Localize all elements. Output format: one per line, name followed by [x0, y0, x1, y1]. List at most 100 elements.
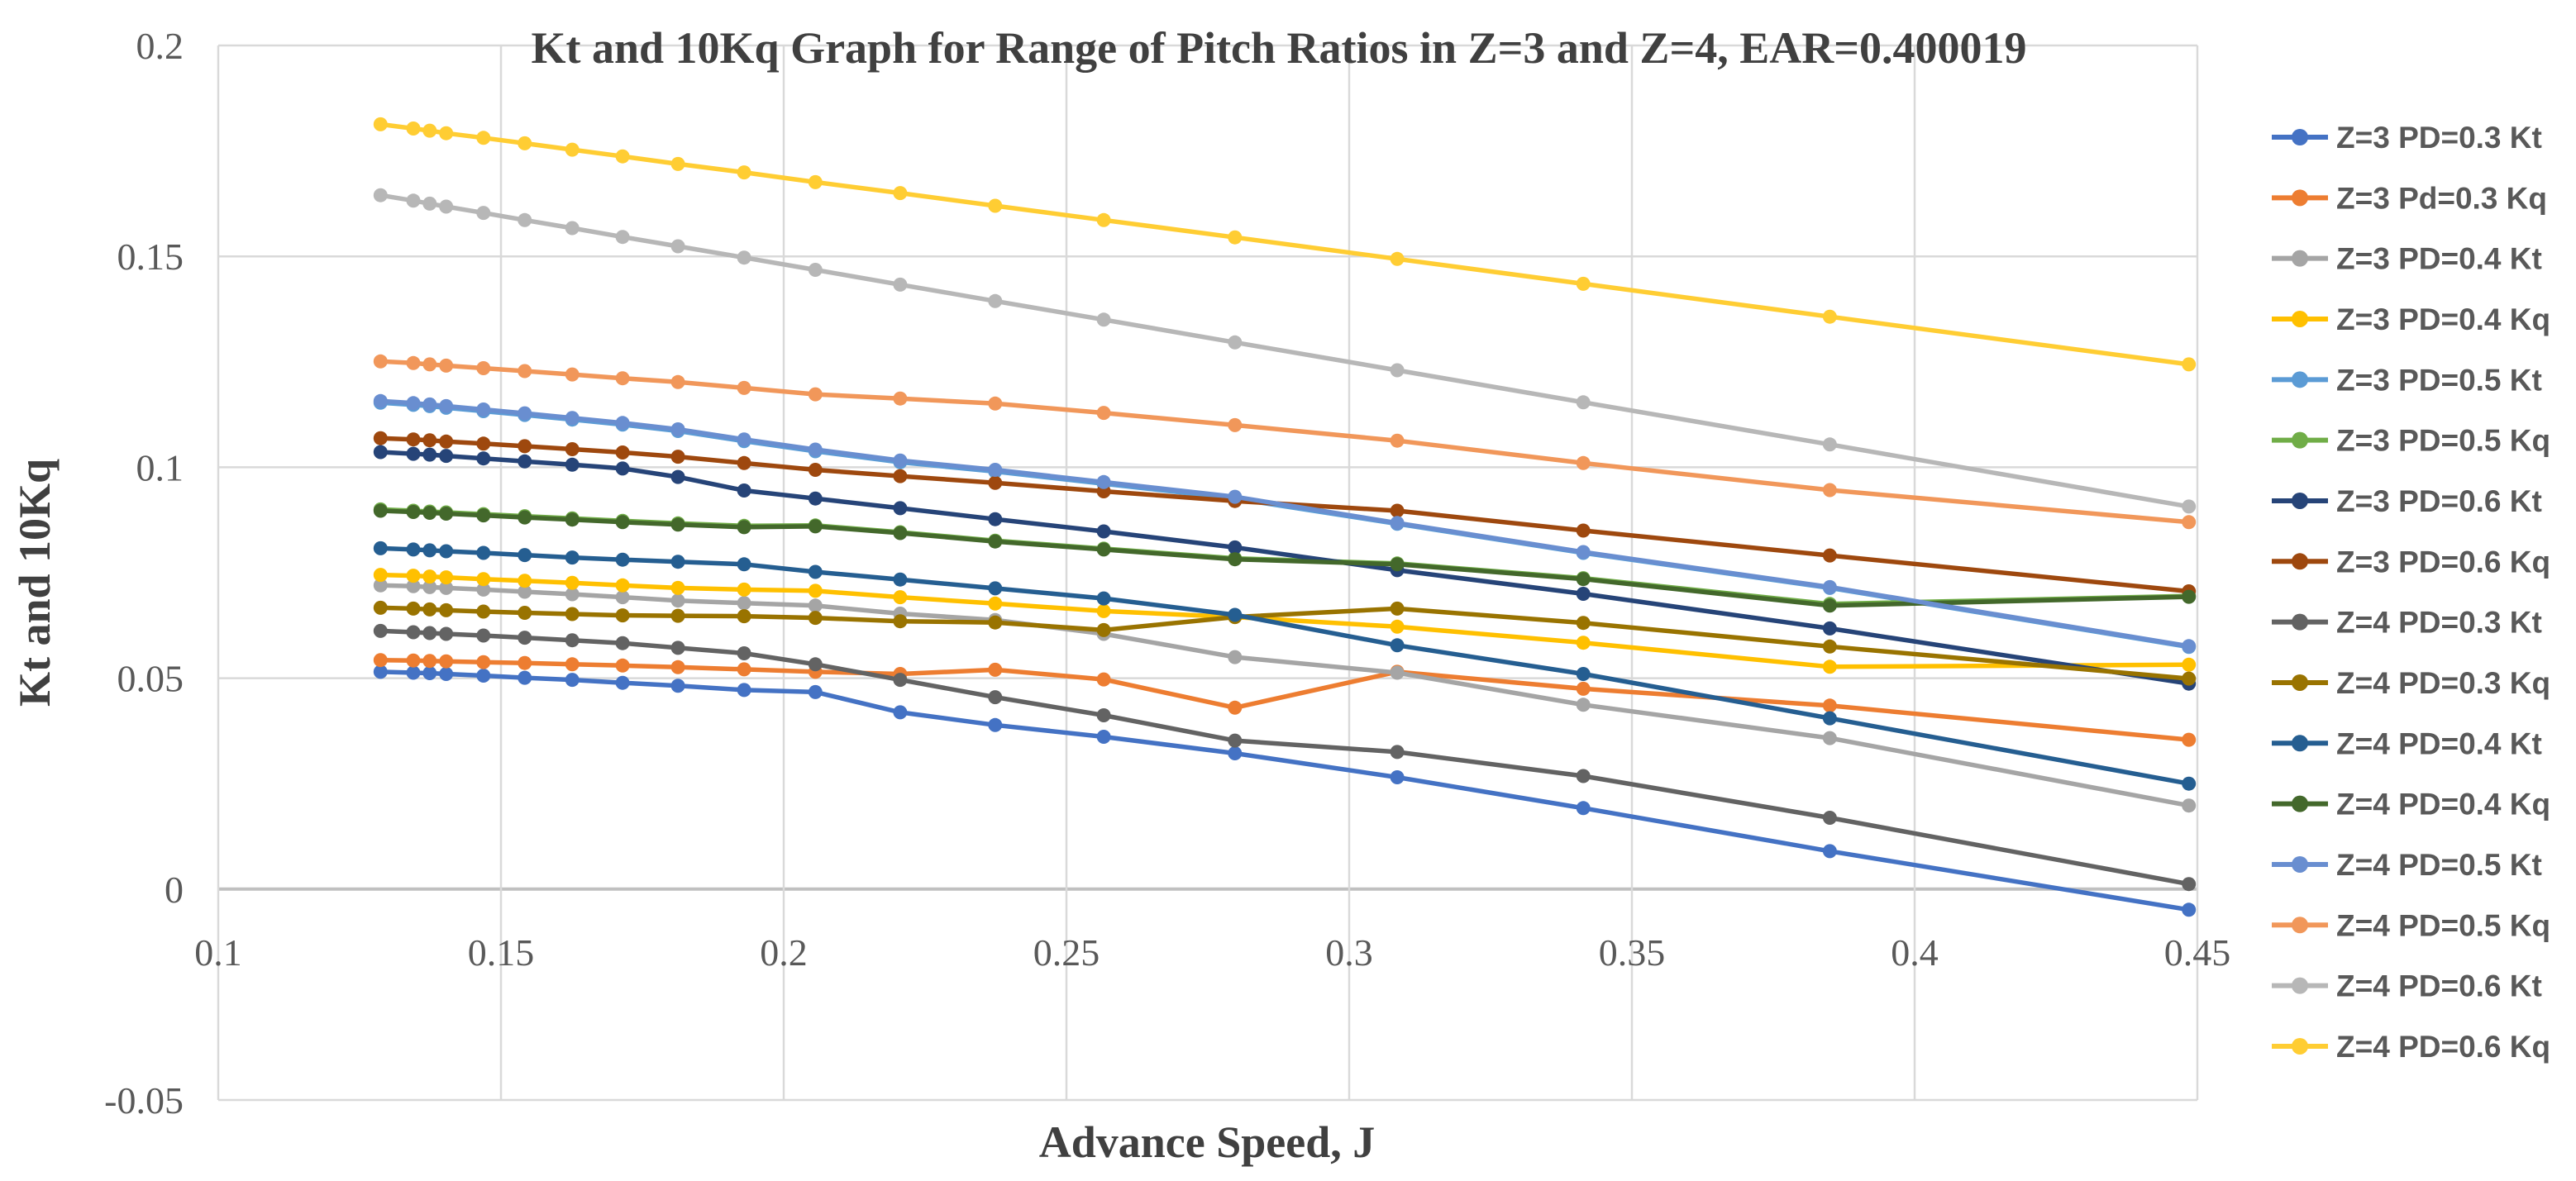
data-point-marker — [565, 633, 580, 648]
data-point-marker — [518, 584, 532, 599]
data-point-marker — [1228, 540, 1243, 555]
data-point-marker — [1576, 395, 1591, 410]
data-point-marker — [988, 662, 1003, 677]
data-point-marker — [615, 149, 630, 164]
series-z-4-pd-0-6-kq — [373, 117, 2197, 372]
x-tick-label: 0.45 — [2164, 931, 2231, 974]
data-point-marker — [1228, 650, 1243, 664]
data-point-marker — [518, 548, 532, 563]
data-point-marker — [518, 670, 532, 685]
data-point-marker — [406, 569, 421, 583]
data-point-marker — [1390, 516, 1405, 531]
data-point-marker — [406, 625, 421, 640]
data-point-marker — [518, 364, 532, 379]
data-point-marker — [518, 655, 532, 670]
data-point-marker — [439, 544, 454, 559]
data-point-marker — [1822, 698, 1837, 713]
legend-item-z-3-pd-0-4-kq: Z=3 PD=0.4 Kq — [2272, 302, 2550, 336]
legend-marker-icon — [2292, 553, 2308, 570]
data-point-marker — [439, 580, 454, 595]
data-point-marker — [373, 578, 388, 593]
series-line — [378, 121, 2192, 367]
data-point-marker — [808, 598, 823, 613]
data-point-marker — [476, 402, 491, 417]
data-point-marker — [737, 596, 751, 611]
data-point-marker — [988, 463, 1003, 477]
data-point-marker — [406, 665, 421, 680]
data-point-marker — [615, 636, 630, 650]
series-line — [378, 359, 2192, 525]
data-point-marker — [1228, 230, 1243, 245]
legend-label: Z=4 PD=0.3 Kq — [2336, 666, 2550, 700]
legend-marker-icon — [2292, 855, 2308, 873]
data-point-marker — [565, 457, 580, 472]
data-point-marker — [2182, 639, 2197, 654]
data-point-marker — [737, 455, 751, 470]
data-point-marker — [615, 675, 630, 690]
data-point-marker — [893, 186, 908, 201]
data-point-marker — [988, 717, 1003, 732]
data-point-marker — [737, 582, 751, 597]
legend-marker-icon — [2292, 431, 2308, 449]
data-point-marker — [670, 422, 685, 436]
data-point-marker — [518, 606, 532, 620]
data-point-marker — [422, 569, 437, 584]
data-point-marker — [670, 641, 685, 655]
data-point-marker — [1822, 660, 1837, 674]
data-point-marker — [893, 469, 908, 483]
data-point-marker — [670, 593, 685, 608]
legend-marker-icon — [2292, 735, 2308, 752]
series-z-4-pd-0-5-kq — [373, 354, 2197, 530]
x-tick-label: 0.15 — [468, 931, 535, 974]
data-point-marker — [439, 602, 454, 617]
legend-marker-icon — [2292, 795, 2308, 812]
data-point-marker — [808, 263, 823, 277]
series-line — [378, 657, 2192, 742]
data-point-marker — [737, 662, 751, 677]
series-z-3-pd-0-4-kq — [373, 568, 2197, 674]
data-point-marker — [373, 445, 388, 460]
data-point-marker — [1576, 545, 1591, 560]
legend-item-z-3-pd-0-3-kq: Z=3 Pd=0.3 Kq — [2272, 181, 2547, 215]
data-point-marker — [737, 380, 751, 395]
data-point-marker — [406, 193, 421, 208]
data-point-marker — [439, 667, 454, 681]
data-point-marker — [439, 434, 454, 449]
data-point-marker — [565, 221, 580, 236]
series-z-4-pd-0-4-kt — [373, 540, 2197, 791]
data-point-marker — [1576, 455, 1591, 470]
data-point-marker — [518, 406, 532, 421]
data-point-marker — [1228, 607, 1243, 622]
x-tick-label: 0.3 — [1325, 931, 1373, 974]
data-point-marker — [988, 596, 1003, 611]
data-point-marker — [1390, 745, 1405, 760]
legend-marker-icon — [2292, 674, 2308, 691]
legend-item-z-3-pd-0-5-kt: Z=3 PD=0.5 Kt — [2272, 363, 2542, 397]
legend-label: Z=4 PD=0.4 Kt — [2336, 726, 2542, 760]
data-point-marker — [737, 609, 751, 624]
legend-marker-icon — [2292, 613, 2308, 631]
data-point-marker — [2182, 499, 2197, 514]
x-tick-label: 0.35 — [1599, 931, 1666, 974]
data-point-marker — [565, 512, 580, 527]
legend-item-z-3-pd-0-6-kq: Z=3 PD=0.6 Kq — [2272, 545, 2550, 579]
data-point-marker — [988, 615, 1003, 630]
data-point-marker — [808, 657, 823, 672]
data-point-marker — [615, 658, 630, 673]
data-point-marker — [373, 393, 388, 408]
legend-label: Z=4 PD=0.5 Kt — [2336, 848, 2542, 882]
data-point-marker — [422, 447, 437, 462]
legend-label: Z=4 PD=0.6 Kt — [2336, 969, 2542, 1003]
data-point-marker — [988, 293, 1003, 308]
data-point-marker — [422, 579, 437, 594]
data-point-marker — [439, 358, 454, 373]
data-point-marker — [1096, 672, 1111, 687]
data-point-marker — [1096, 542, 1111, 557]
legend-label: Z=3 PD=0.5 Kt — [2336, 363, 2542, 397]
data-point-marker — [1576, 667, 1591, 681]
legend-item-z-4-pd-0-6-kt: Z=4 PD=0.6 Kt — [2272, 969, 2542, 1003]
y-tick-label: 0.15 — [117, 236, 184, 278]
data-point-marker — [808, 174, 823, 189]
data-point-marker — [476, 545, 491, 560]
data-point-marker — [373, 664, 388, 679]
